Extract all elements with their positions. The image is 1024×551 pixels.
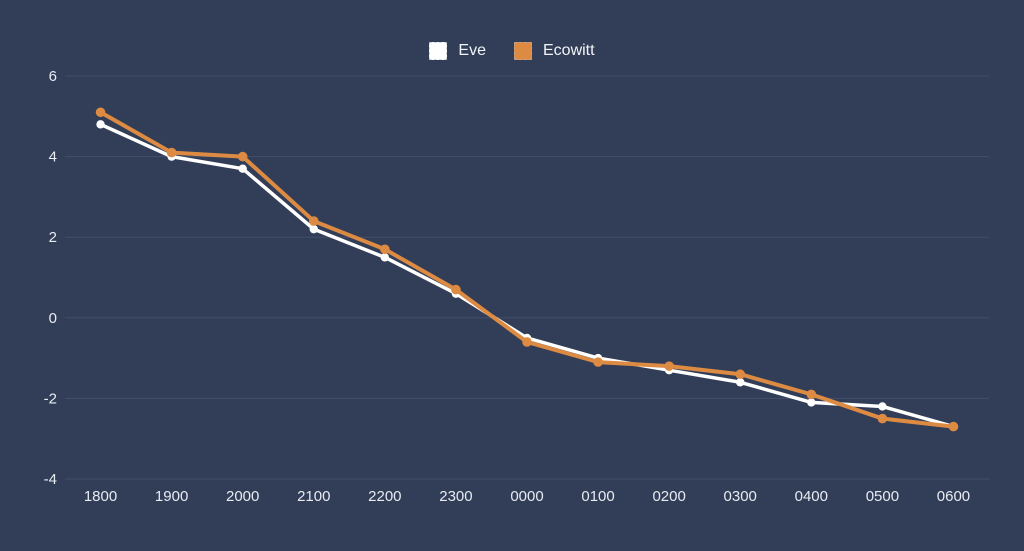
x-tick-label: 2300 <box>439 488 472 505</box>
data-point <box>806 389 817 400</box>
x-tick-label: 1800 <box>84 488 117 505</box>
x-axis-tick-labels: 1800 1900 2000 2100 2200 2300 0000 0100 0200 0300… <box>84 488 970 505</box>
data-point <box>522 337 532 347</box>
data-point <box>380 253 390 262</box>
y-tick-label: 2 <box>49 229 57 246</box>
ecowitt-series-swatch <box>514 42 532 60</box>
x-tick-label: 0400 <box>795 488 828 505</box>
x-tick-label: 0500 <box>866 488 899 505</box>
eve-series-swatch <box>429 42 448 60</box>
y-tick-label: 0 <box>49 310 57 327</box>
x-tick-label: 2000 <box>226 488 259 505</box>
data-point <box>380 244 390 255</box>
data-point <box>948 421 959 432</box>
legend-label-ecowitt: Ecowitt <box>543 42 595 59</box>
x-tick-label: 2100 <box>297 488 330 505</box>
x-tick-label: 0200 <box>652 488 685 505</box>
data-point <box>309 224 318 234</box>
data-point <box>878 402 887 411</box>
y-tick-label: 4 <box>49 149 57 166</box>
series-line <box>98 122 956 429</box>
x-tick-label: 0600 <box>937 488 970 505</box>
gridlines <box>65 75 989 480</box>
series-ecowitt <box>95 107 959 432</box>
y-tick-label: -2 <box>44 390 57 407</box>
y-tick-label: 6 <box>49 68 57 85</box>
data-point <box>95 107 106 118</box>
data-point <box>238 164 247 173</box>
data-point <box>664 361 674 371</box>
y-axis-tick-labels: 6 4 2 0 -2 -4 <box>44 68 57 488</box>
data-point <box>96 120 105 129</box>
x-tick-label: 0300 <box>724 488 757 505</box>
data-point <box>735 369 746 380</box>
series-eve <box>96 120 958 431</box>
data-point <box>308 216 319 226</box>
y-tick-label: -4 <box>44 471 57 488</box>
x-tick-label: 0100 <box>581 488 614 505</box>
data-point <box>877 413 888 424</box>
x-tick-label: 1900 <box>155 488 188 505</box>
x-tick-label: 2200 <box>368 488 401 505</box>
data-point <box>593 357 603 367</box>
x-tick-label: 0000 <box>510 488 543 505</box>
chart-legend: Eve Ecowitt <box>0 42 1024 60</box>
data-point <box>736 378 745 387</box>
series-line <box>98 110 956 429</box>
legend-item-eve[interactable]: Eve <box>429 42 486 60</box>
legend-label-eve: Eve <box>458 42 486 59</box>
data-point <box>807 398 816 407</box>
legend-item-ecowitt[interactable]: Ecowitt <box>514 42 595 60</box>
data-point <box>451 284 461 295</box>
data-point <box>237 151 248 162</box>
data-point <box>166 147 177 158</box>
